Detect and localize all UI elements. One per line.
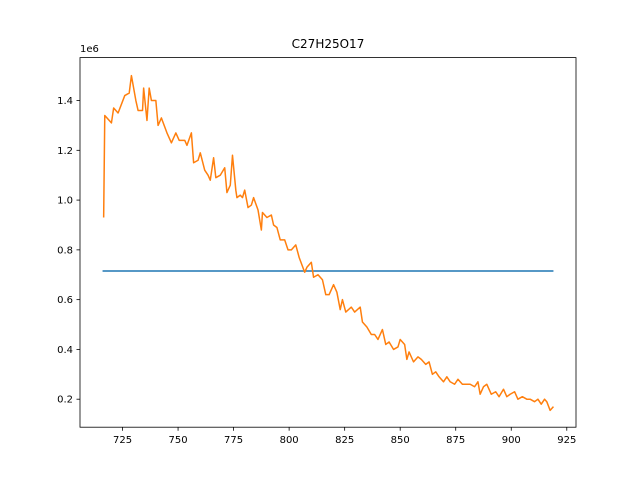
y-tick-label: 1.2: [57, 146, 73, 157]
x-tick-label: 725: [113, 435, 132, 446]
y-tick-label: 0.2: [57, 395, 73, 406]
y-tick-label: 1.4: [57, 96, 73, 107]
y-tick-label: 1.0: [57, 196, 73, 207]
chart-title: C27H25O17: [292, 37, 365, 51]
y-tick-label: 0.8: [57, 245, 73, 256]
x-tick-label: 775: [224, 435, 243, 446]
x-tick-label: 800: [280, 435, 299, 446]
x-tick-label: 900: [502, 435, 521, 446]
y-tick-label: 0.4: [57, 345, 73, 356]
y-offset-label: 1e6: [80, 44, 99, 55]
x-tick-label: 875: [446, 435, 465, 446]
data-line: [102, 74, 555, 412]
x-tick-label: 750: [169, 435, 188, 446]
x-tick-label: 850: [391, 435, 410, 446]
y-tick-label: 0.6: [57, 295, 73, 306]
plot-frame: [79, 57, 577, 428]
x-tick-label: 825: [335, 435, 354, 446]
x-tick-label: 925: [557, 435, 576, 446]
